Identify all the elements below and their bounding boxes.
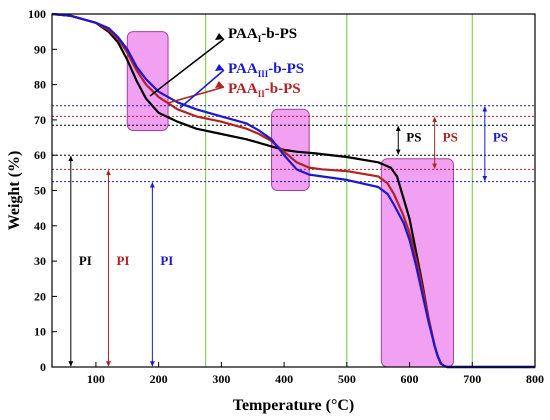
x-tick-label: 600	[401, 372, 419, 386]
y-tick-label: 30	[34, 254, 46, 268]
pi-label: PI	[160, 253, 173, 268]
series-line	[51, 12, 535, 369]
series-label-suffix: -b-PS	[261, 26, 297, 42]
series-label-arrowhead	[215, 33, 224, 40]
series-label-subscript: III	[258, 69, 269, 79]
x-tick-label: 500	[338, 372, 356, 386]
reference-lines	[52, 14, 535, 367]
ps-label: PS	[406, 130, 421, 145]
ps-label: PS	[443, 130, 458, 145]
axes: 100 200 300 400 500 600 700 800 0 10 20 30 40 50 60 70 8…	[6, 7, 544, 414]
series-label-arrowhead	[215, 64, 224, 71]
y-tick-label: 70	[34, 113, 46, 127]
y-tick-label: 100	[28, 7, 46, 21]
annotations: PI PI PI PS PS PS	[68, 106, 508, 367]
y-tick-label: 60	[34, 148, 46, 162]
pi-label: PI	[79, 253, 92, 268]
x-tick-label: 100	[87, 372, 105, 386]
series-label-arrow	[179, 69, 225, 109]
series-label: PAAI-b-PS	[228, 26, 297, 44]
y-tick-label: 50	[34, 184, 46, 198]
series-curves	[51, 12, 535, 369]
series-label-arrow	[149, 38, 225, 97]
x-tick-label: 200	[150, 372, 168, 386]
series-label-subscript: I	[258, 34, 262, 44]
series-label-suffix: -b-PS	[268, 61, 304, 77]
x-tick-label: 700	[463, 372, 481, 386]
y-axis-title: Weight (%)	[6, 151, 23, 231]
x-tick-label: 800	[526, 372, 544, 386]
series-label-name: PAA	[228, 61, 258, 77]
y-tick-label: 20	[34, 289, 46, 303]
y-tick-label: 80	[34, 78, 46, 92]
series-label-name: PAA	[228, 81, 258, 97]
x-tick-label: 300	[212, 372, 230, 386]
y-tick-label: 0	[40, 360, 46, 374]
x-axis-title: Temperature (°C)	[233, 397, 354, 414]
series-label-subscript: II	[258, 89, 266, 99]
y-tick-label: 90	[34, 42, 46, 56]
pi-label: PI	[116, 253, 129, 268]
y-tick-label: 10	[34, 325, 46, 339]
series-label-name: PAA	[228, 26, 258, 42]
y-tick-label: 40	[34, 219, 46, 233]
series-label-arrowhead	[215, 81, 224, 88]
series-label: PAAIII-b-PS	[228, 61, 304, 79]
x-tick-label: 400	[275, 372, 293, 386]
series-label-suffix: -b-PS	[265, 81, 301, 97]
ps-label: PS	[493, 130, 508, 145]
series-label: PAAII-b-PS	[228, 81, 301, 99]
